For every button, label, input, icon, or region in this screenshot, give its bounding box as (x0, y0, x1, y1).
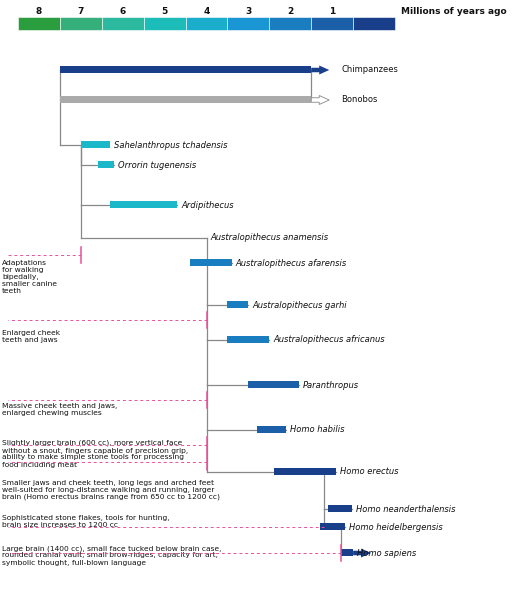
Text: 2: 2 (287, 7, 293, 16)
Text: Enlarged cheek
teeth and jaws: Enlarged cheek teeth and jaws (2, 330, 60, 343)
Text: 6: 6 (120, 7, 126, 16)
Bar (328, 505, 352, 512)
Bar (341, 549, 353, 556)
Text: Bonobos: Bonobos (341, 96, 378, 104)
Text: Homo habilis: Homo habilis (290, 426, 345, 434)
Text: Homo erectus: Homo erectus (341, 467, 399, 476)
Bar (227, 336, 269, 343)
Text: Millions of years ago: Millions of years ago (401, 7, 506, 16)
FancyArrow shape (353, 548, 371, 558)
Text: 4: 4 (203, 7, 210, 16)
Bar (18, 17, 60, 30)
Bar (98, 161, 114, 168)
Bar (249, 381, 298, 388)
Text: 5: 5 (162, 7, 168, 16)
Bar (353, 17, 395, 30)
Text: Australopithecus garhi: Australopithecus garhi (252, 301, 347, 309)
Text: Massive cheek teeth and jaws,
enlarged chewing muscles: Massive cheek teeth and jaws, enlarged c… (2, 403, 118, 416)
Text: Australopithecus anamensis: Australopithecus anamensis (211, 234, 329, 243)
Text: 8: 8 (36, 7, 42, 16)
Bar (320, 523, 345, 530)
Bar (227, 301, 249, 308)
Bar (227, 17, 269, 30)
Text: Paranthropus: Paranthropus (303, 381, 359, 390)
Text: Homo heidelbergensis: Homo heidelbergensis (349, 523, 443, 531)
Text: Australopithecus afarensis: Australopithecus afarensis (236, 259, 347, 268)
Bar (60, 17, 102, 30)
Text: Chimpanzees: Chimpanzees (341, 65, 398, 74)
Bar (269, 17, 311, 30)
Bar (311, 17, 353, 30)
Bar (81, 141, 110, 148)
Text: Homo sapiens: Homo sapiens (357, 548, 417, 558)
Bar (110, 201, 177, 208)
Text: Large brain (1400 cc), small face tucked below brain case,
rounded cranial vault: Large brain (1400 cc), small face tucked… (2, 545, 222, 565)
Text: Smaller jaws and cheek teeth, long legs and arched feet
well-suited for long-dis: Smaller jaws and cheek teeth, long legs … (2, 480, 220, 500)
Bar (190, 259, 231, 266)
Bar (144, 17, 186, 30)
Text: 7: 7 (77, 7, 84, 16)
Text: Sahelanthropus tchadensis: Sahelanthropus tchadensis (114, 140, 228, 149)
Text: Slightly larger brain (600 cc), more vertical face
without a snout, fingers capa: Slightly larger brain (600 cc), more ver… (2, 440, 188, 467)
Bar (102, 17, 144, 30)
Bar (60, 66, 311, 73)
Text: Australopithecus africanus: Australopithecus africanus (274, 336, 385, 345)
FancyArrow shape (311, 96, 329, 104)
FancyArrow shape (311, 65, 329, 74)
Text: Homo neanderthalensis: Homo neanderthalensis (356, 504, 456, 514)
Bar (257, 426, 286, 433)
Text: Adaptations
for walking
bipedally,
smaller canine
teeth: Adaptations for walking bipedally, small… (2, 260, 57, 294)
Bar (60, 96, 311, 103)
Bar (274, 468, 336, 475)
Text: Ardipithecus: Ardipithecus (181, 201, 234, 209)
Bar (186, 17, 227, 30)
Text: Sophisticated stone flakes, tools for hunting,
brain size increases to 1200 cc: Sophisticated stone flakes, tools for hu… (2, 515, 170, 528)
Text: Orrorin tugenensis: Orrorin tugenensis (119, 160, 197, 170)
Text: 1: 1 (329, 7, 335, 16)
Text: 3: 3 (245, 7, 252, 16)
